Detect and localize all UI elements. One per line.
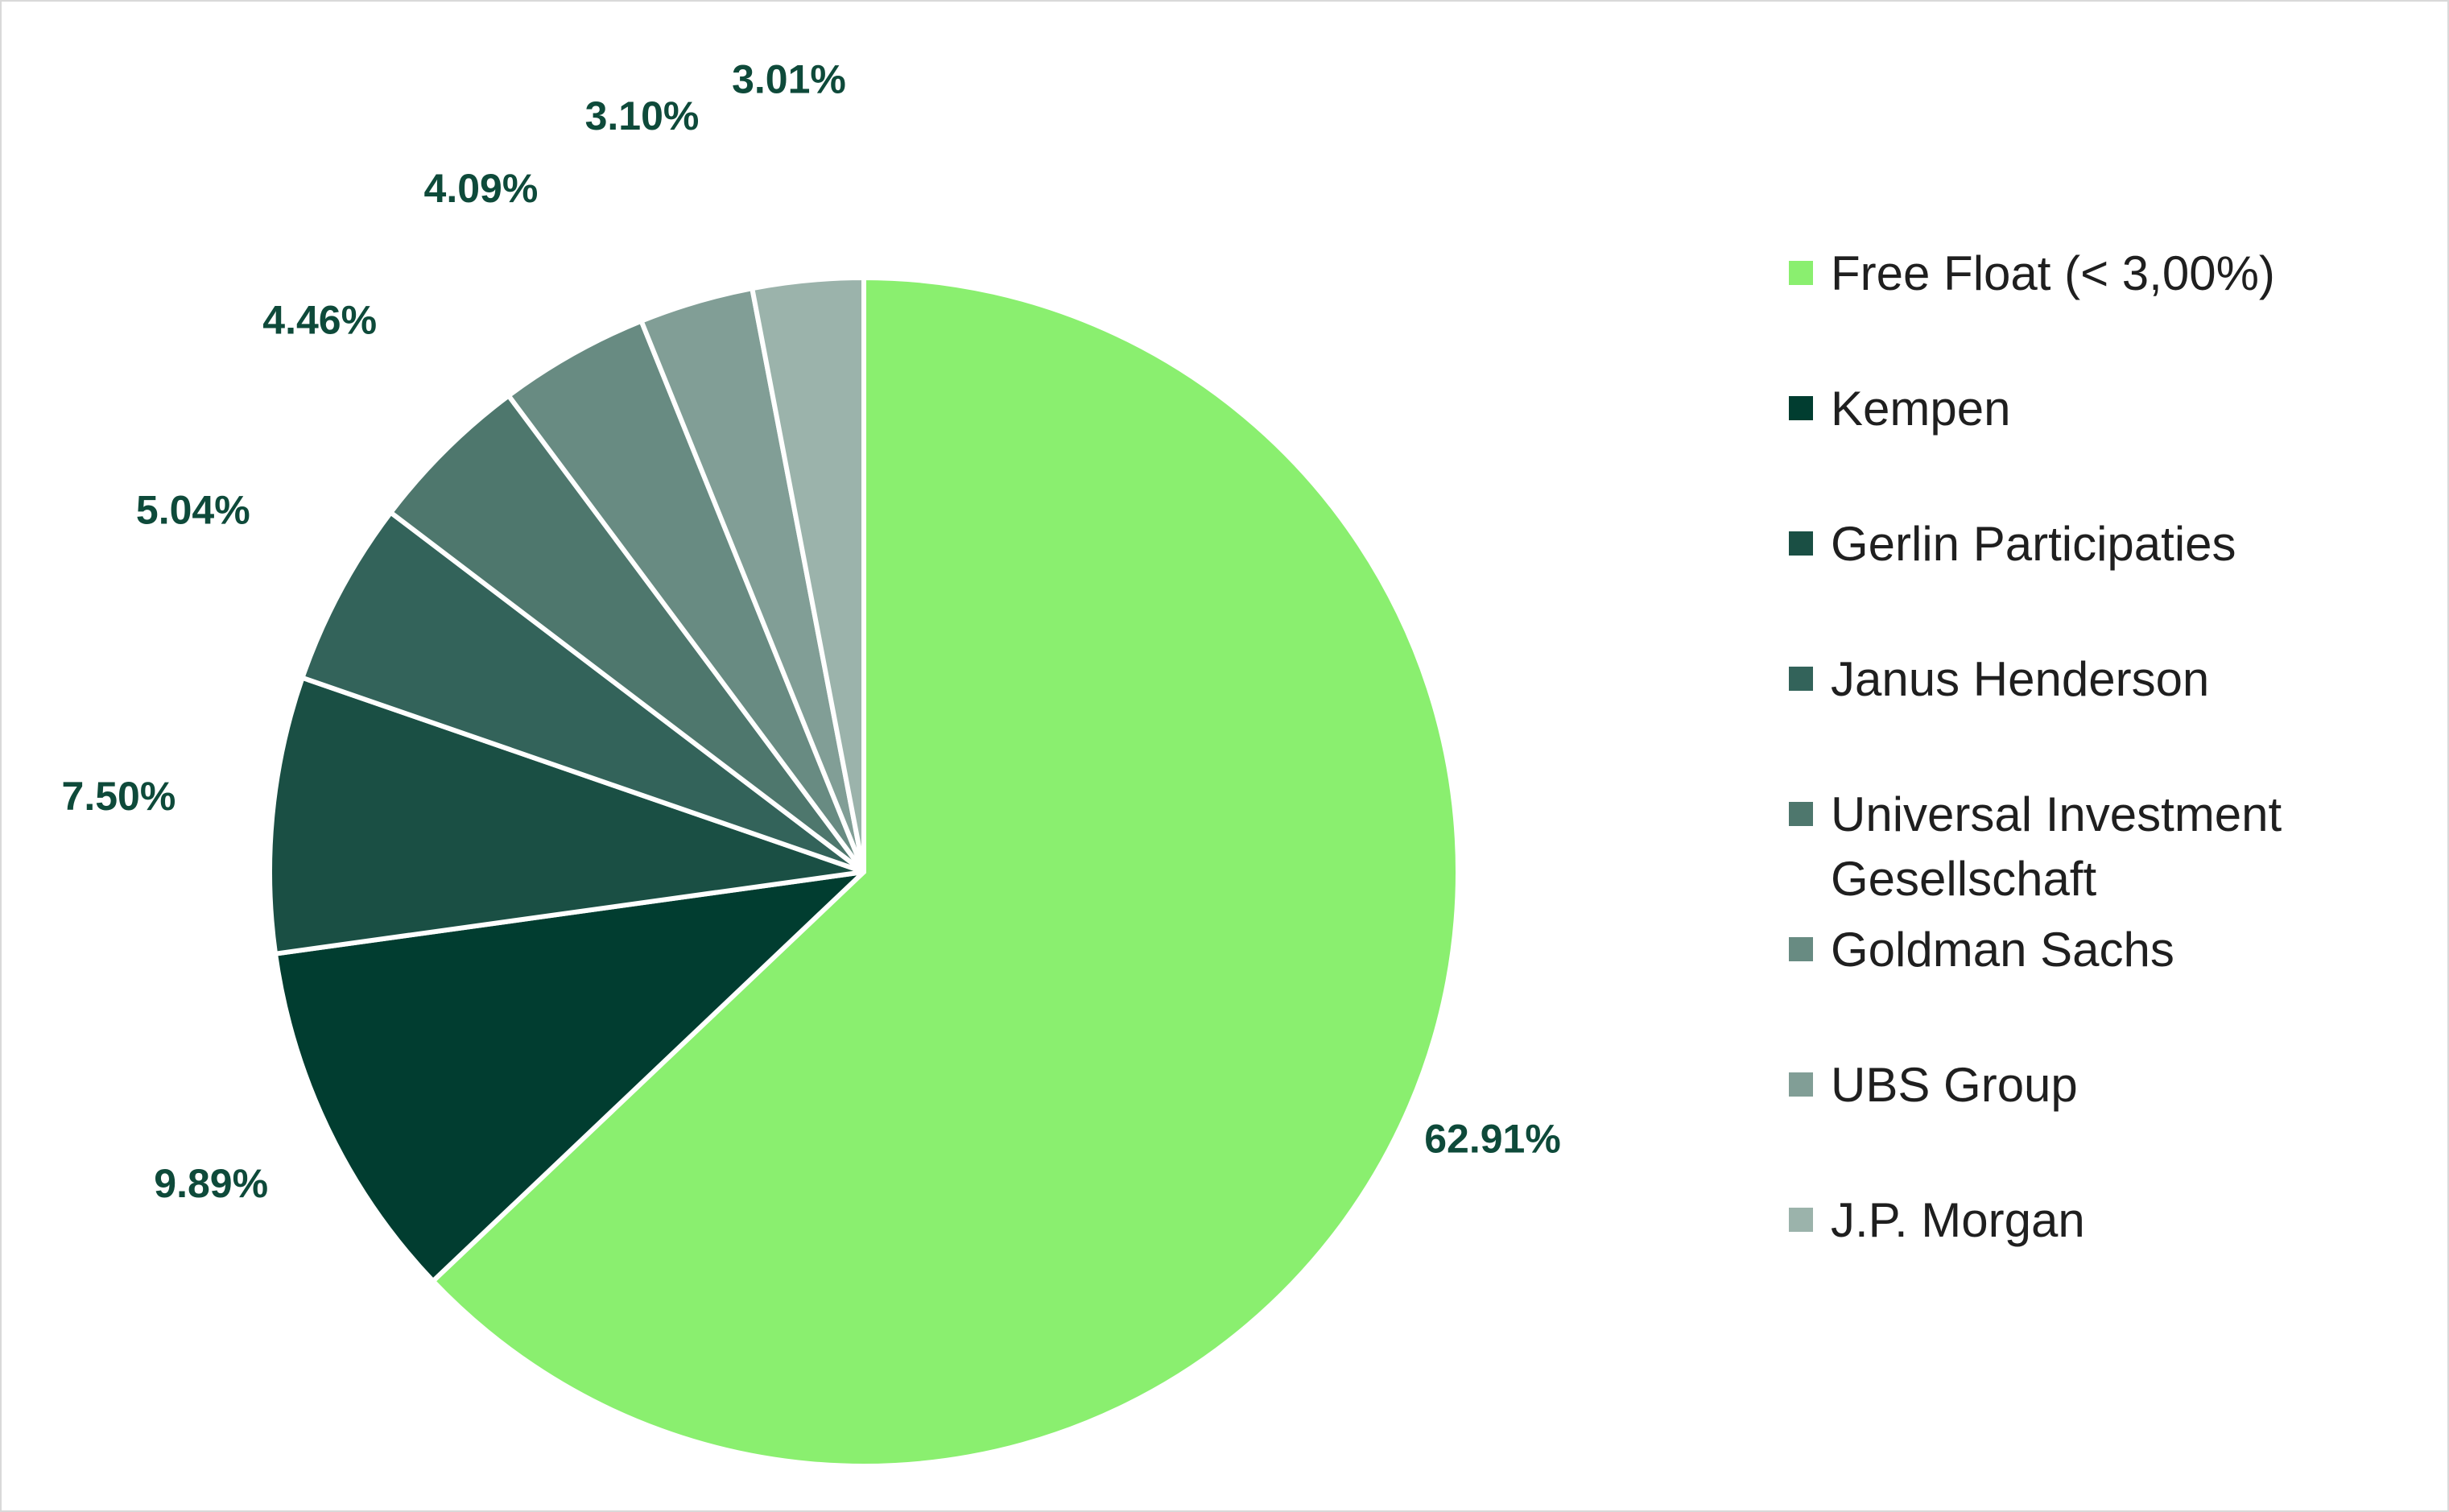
pie-slice-3: [267, 675, 866, 956]
legend-swatch: [1789, 261, 1813, 285]
slice-percent-label: 7.50%: [62, 774, 176, 819]
legend-label: Goldman Sachs: [1831, 923, 2174, 977]
pie-slices: [267, 275, 1460, 1469]
slice-percent-label: 62.91%: [1424, 1117, 1561, 1162]
legend-label: J.P. Morgan: [1831, 1193, 2085, 1247]
legend-item: Universal Investment Gesellschaft: [1789, 783, 2394, 911]
pie-percent-labels: 62.91% 9.89% 7.50% 5.04% 4.46% 4.09% 3.10% 3.01…: [62, 57, 1561, 1206]
legend-swatch: [1789, 937, 1813, 961]
slice-percent-label: 4.46%: [262, 297, 377, 342]
slice-percent-label: 3.01%: [732, 57, 846, 102]
legend-label: UBS Group: [1831, 1058, 2078, 1112]
legend-item: UBS Group: [1789, 1053, 2394, 1117]
legend-label: Gerlin Participaties: [1831, 517, 2236, 571]
legend-item: Goldman Sachs: [1789, 918, 2394, 982]
slice-percent-label: 4.09%: [424, 166, 539, 211]
legend-label: Free Float (< 3,00%): [1831, 246, 2275, 300]
legend-swatch: [1789, 1208, 1813, 1232]
legend-item: J.P. Morgan: [1789, 1188, 2394, 1253]
slice-percent-label: 5.04%: [136, 487, 250, 532]
legend-label: Kempen: [1831, 382, 2011, 436]
legend-swatch: [1789, 1072, 1813, 1097]
legend-swatch: [1789, 531, 1813, 556]
legend-swatch: [1789, 667, 1813, 691]
legend-swatch: [1789, 802, 1813, 826]
legend-item: Janus Henderson: [1789, 647, 2394, 712]
legend-item: Gerlin Participaties: [1789, 512, 2394, 576]
slice-percent-label: 9.89%: [154, 1161, 268, 1206]
legend-label: Universal Investment Gesellschaft: [1831, 787, 2282, 906]
pie-slice-4: [299, 510, 866, 874]
legend-label: Janus Henderson: [1831, 652, 2210, 706]
pie-slice-5: [388, 393, 866, 874]
legend-item: Kempen: [1789, 377, 2394, 441]
pie-slice-8: [750, 275, 866, 874]
legend-item: Free Float (< 3,00%): [1789, 242, 2394, 306]
legend-swatch: [1789, 396, 1813, 420]
pie-slice-1: [430, 275, 1460, 1469]
pie-slice-6: [506, 318, 866, 874]
pie-slice-2: [273, 870, 866, 1284]
slice-percent-label: 3.10%: [585, 93, 700, 138]
